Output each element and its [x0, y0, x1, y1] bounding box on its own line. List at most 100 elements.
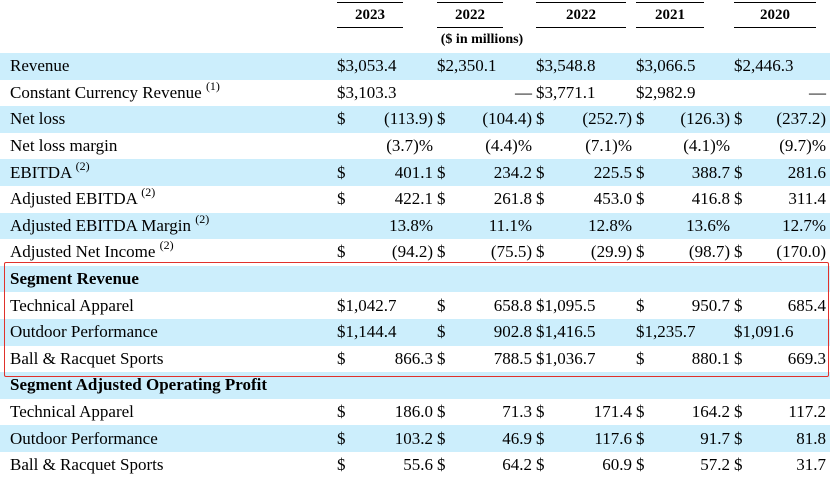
- row-label-text: Constant Currency Revenue: [10, 82, 206, 102]
- value-lead: $: [337, 162, 346, 182]
- value-lead: $: [636, 242, 645, 262]
- value-cell: $3,103.3: [337, 80, 437, 107]
- value-lead: $: [636, 295, 645, 315]
- value-amount: —: [809, 82, 826, 102]
- value-cell: $1,042.7: [337, 292, 437, 319]
- table-row: Outdoor Performance $1,144.4 $902.8 $1,416.…: [0, 318, 830, 346]
- value-cell: $81.8: [734, 425, 830, 452]
- value-lead: $: [536, 109, 545, 129]
- value-cell: $64.2: [437, 452, 536, 479]
- footnote-marker: (2): [159, 238, 174, 253]
- value-lead: $1,095.5: [536, 295, 596, 315]
- value-lead: $: [636, 455, 645, 475]
- value-cell: —: [734, 80, 830, 107]
- value-cell: $ (98.7): [636, 239, 734, 266]
- value-amount: 388.7: [691, 162, 730, 182]
- value-cell: $117.6: [536, 425, 636, 452]
- row-label-text: Ball & Racquet Sports: [10, 455, 164, 475]
- table-row: EBITDA (2) $401.1 $234.2 $225.5 $388.7 $281.6: [0, 159, 830, 186]
- row-label-text: Revenue: [10, 56, 70, 76]
- value-cell: $658.8: [437, 292, 536, 319]
- value-amount: (98.7): [688, 242, 730, 262]
- value-cell: $ (252.7): [536, 106, 636, 133]
- year-header: 2022: [536, 2, 626, 28]
- value-lead: $: [337, 455, 346, 475]
- value-lead: $: [337, 402, 346, 422]
- value-cell: (4.1)%: [636, 133, 734, 160]
- value-cell: [437, 265, 536, 293]
- value-cell: $ (170.0): [734, 239, 830, 266]
- value-amount: 12.8%: [588, 215, 632, 235]
- value-amount: 788.5: [493, 348, 532, 368]
- value-cell: $57.2: [636, 452, 734, 479]
- value-lead: $2,982.9: [636, 82, 696, 102]
- table-row: Technical Apparel $186.0 $71.3 $171.4 $164.2…: [0, 399, 830, 426]
- row-label: Net loss: [0, 106, 337, 133]
- table-row: Ball & Racquet Sports $55.6 $64.2 $60.9 $57.…: [0, 452, 830, 479]
- row-label-text: Adjusted EBITDA: [10, 189, 142, 209]
- value-cell: [337, 372, 437, 399]
- value-cell: $2,446.3: [734, 53, 830, 80]
- value-amount: 11.1%: [488, 215, 532, 235]
- value-cell: $2,982.9: [636, 80, 734, 107]
- value-lead: $1,036.7: [536, 348, 596, 368]
- row-label: Outdoor Performance: [0, 318, 337, 346]
- value-amount: 401.1: [394, 162, 433, 182]
- value-cell: $3,548.8: [536, 53, 636, 80]
- value-lead: $1,416.5: [536, 322, 596, 342]
- year-header: 2021: [636, 2, 704, 28]
- financial-table: Revenue $3,053.4 $2,350.1 $3,548.8 $3,066.5 $…: [0, 53, 830, 479]
- table-row: Ball & Racquet Sports $866.3 $788.5 $1,036.…: [0, 346, 830, 373]
- value-amount: (4.4)%: [485, 136, 532, 156]
- value-cell: —: [437, 80, 536, 107]
- table-row: Technical Apparel $1,042.7 $658.8 $1,095.5 $…: [0, 292, 830, 319]
- value-cell: $669.3: [734, 346, 830, 373]
- value-amount: (75.5): [490, 242, 532, 262]
- value-lead: $: [337, 242, 346, 262]
- value-amount: 60.9: [602, 455, 632, 475]
- value-lead: $: [536, 162, 545, 182]
- value-cell: $788.5: [437, 346, 536, 373]
- value-lead: $: [536, 402, 545, 422]
- row-label: Adjusted EBITDA Margin (2): [0, 212, 337, 240]
- value-lead: $: [437, 322, 446, 342]
- value-cell: $1,144.4: [337, 318, 437, 346]
- value-amount: (237.2): [776, 109, 826, 129]
- value-cell: [337, 265, 437, 293]
- footnote-marker: (2): [141, 185, 156, 200]
- value-lead: $: [437, 295, 446, 315]
- value-amount: 234.2: [493, 162, 532, 182]
- value-amount: 281.6: [787, 162, 826, 182]
- value-lead: $: [734, 295, 743, 315]
- value-lead: $: [734, 348, 743, 368]
- value-amount: 311.4: [788, 189, 826, 209]
- value-amount: 12.7%: [782, 215, 826, 235]
- row-label-text: Net loss margin: [10, 136, 118, 156]
- row-label: Net loss margin: [0, 133, 337, 160]
- value-lead: $: [536, 455, 545, 475]
- value-amount: 416.8: [691, 189, 730, 209]
- value-cell: $261.8: [437, 186, 536, 213]
- row-label: Revenue: [0, 53, 337, 80]
- value-amount: (170.0): [776, 242, 826, 262]
- value-lead: $3,771.1: [536, 82, 596, 102]
- value-cell: $311.4: [734, 186, 830, 213]
- value-cell: $902.8: [437, 318, 536, 346]
- value-cell: [734, 372, 830, 399]
- value-cell: $1,036.7: [536, 346, 636, 373]
- value-cell: $3,053.4: [337, 53, 437, 80]
- value-cell: $117.2: [734, 399, 830, 426]
- value-cell: (7.1)%: [536, 133, 636, 160]
- value-amount: 669.3: [787, 348, 826, 368]
- value-cell: $950.7: [636, 292, 734, 319]
- value-cell: $ (113.9): [337, 106, 437, 133]
- value-lead: $: [437, 455, 446, 475]
- table-row: Constant Currency Revenue (1) $3,103.3— $3…: [0, 79, 830, 107]
- value-lead: $: [734, 162, 743, 182]
- value-amount: 31.7: [796, 455, 826, 475]
- value-amount: 13.6%: [686, 215, 730, 235]
- table-row: Adjusted EBITDA (2) $422.1 $261.8 $453.0 $41…: [0, 185, 830, 213]
- value-lead: $: [636, 189, 645, 209]
- value-lead: $: [636, 428, 645, 448]
- year-header: 2022: [437, 2, 503, 28]
